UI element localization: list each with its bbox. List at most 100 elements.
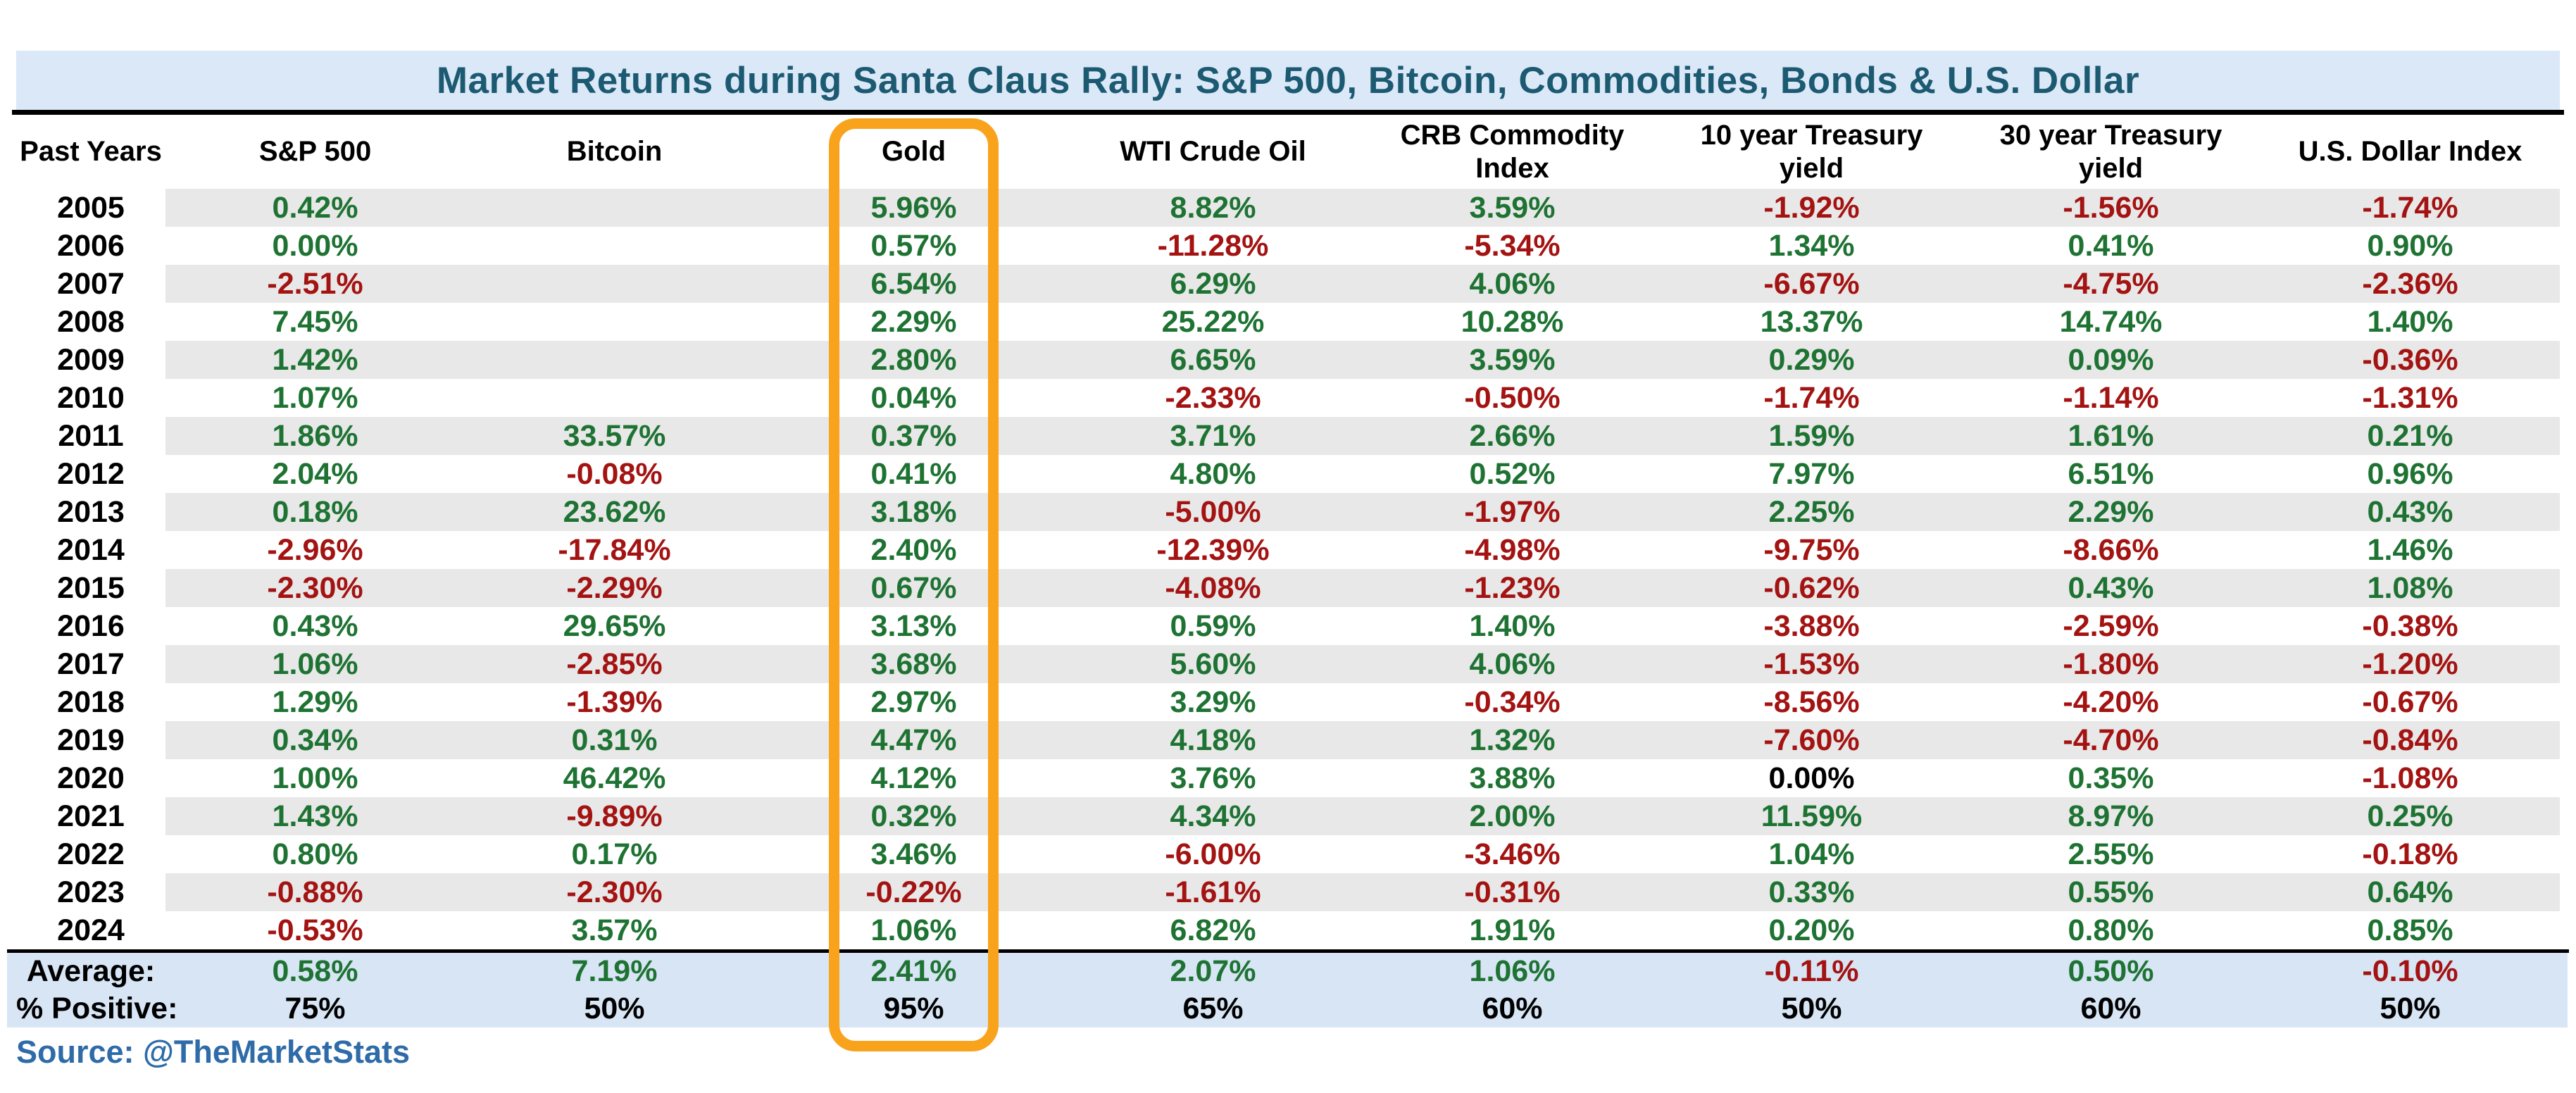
value-cell: 2.66%: [1363, 417, 1662, 455]
year-cell: 2020: [57, 761, 125, 795]
value-cell: 0.32%: [764, 797, 1063, 835]
value-cell: -0.88%: [165, 873, 465, 911]
average-value: 0.58%: [272, 954, 358, 988]
percent-positive-value: 50%: [584, 992, 645, 1025]
average-value: 7.19%: [571, 954, 658, 988]
value-cell: 1.61%: [1961, 417, 2261, 455]
value-cell: -2.96%: [267, 533, 363, 567]
value-cell: 33.57%: [465, 417, 764, 455]
value-cell: 0.67%: [764, 569, 1063, 607]
value-cell: -4.70%: [1961, 721, 2261, 759]
value-cell: 4.80%: [1170, 457, 1256, 491]
value-cell: -4.98%: [1464, 533, 1561, 567]
value-cell: 1.86%: [165, 417, 465, 455]
table-row-2008: 2008 7.45% 2.29% 25.22% 10.28% 13.37% 14.74% 1.…: [16, 303, 2560, 341]
value-cell: -1.39%: [566, 685, 663, 719]
value-cell: -1.74%: [1763, 381, 1860, 415]
value-cell: -1.14%: [2063, 381, 2159, 415]
value-cell: -1.74%: [2261, 189, 2560, 227]
value-cell: -0.08%: [566, 457, 663, 491]
value-cell: 4.06%: [1363, 645, 1662, 683]
value-cell: -1.08%: [2362, 761, 2458, 795]
value-cell: -2.51%: [165, 265, 465, 303]
year-cell: 2015: [57, 571, 125, 605]
value-cell: 0.33%: [1662, 873, 1961, 911]
value-cell: 0.43%: [2261, 493, 2560, 531]
value-cell: -0.22%: [764, 873, 1063, 911]
value-cell: -0.67%: [2362, 685, 2458, 719]
returns-table: Past Years S&P 500 Bitcoin Gold WTI Crude Oi…: [7, 115, 2569, 1028]
header-cell: 30 year Treasury yield: [1999, 119, 2222, 184]
value-cell: 0.34%: [165, 721, 465, 759]
value-cell: 1.43%: [165, 797, 465, 835]
value-cell: 0.59%: [1170, 609, 1256, 643]
value-cell: 23.62%: [465, 493, 764, 531]
value-cell: -0.31%: [1363, 873, 1662, 911]
year-cell: 2018: [57, 685, 125, 719]
value-cell: 2.97%: [870, 685, 957, 719]
value-cell: -0.18%: [2362, 837, 2458, 871]
value-cell: -2.29%: [465, 569, 764, 607]
year-cell: 2011: [58, 419, 124, 453]
header-cell: U.S. Dollar Index: [2298, 136, 2522, 167]
value-cell: -1.23%: [1363, 569, 1662, 607]
value-cell: -1.61%: [1063, 873, 1363, 911]
value-cell: 3.13%: [870, 609, 957, 643]
table-row-2016: 2016 0.43% 29.65% 3.13% 0.59% 1.40% -3.88% -2.5…: [16, 607, 2560, 645]
value-cell: 3.18%: [764, 493, 1063, 531]
value-cell: [465, 379, 764, 417]
value-cell: -17.84%: [558, 533, 671, 567]
value-cell: -4.75%: [1961, 265, 2261, 303]
value-cell: 13.37%: [1760, 305, 1863, 339]
value-cell: [465, 303, 764, 341]
value-cell: 0.85%: [2367, 913, 2453, 947]
table-row-2013: 2013 0.18% 23.62% 3.18% -5.00% -1.97% 2.25% 2.2…: [16, 493, 2560, 531]
value-cell: -1.97%: [1363, 493, 1662, 531]
value-cell: 0.00%: [272, 229, 358, 263]
value-cell: 0.43%: [1961, 569, 2261, 607]
year-cell: 2010: [57, 381, 125, 415]
value-cell: [465, 227, 764, 265]
value-cell: [465, 341, 764, 379]
value-cell: -4.08%: [1063, 569, 1363, 607]
table-row-2007: 2007 -2.51% 6.54% 6.29% 4.06% -6.67% -4.75% -2.…: [16, 265, 2560, 303]
average-value: 2.41%: [870, 954, 957, 988]
value-cell: 1.59%: [1662, 417, 1961, 455]
value-cell: 3.59%: [1363, 341, 1662, 379]
value-cell: 7.45%: [272, 305, 358, 339]
value-cell: -0.53%: [267, 913, 363, 947]
value-cell: -2.59%: [2063, 609, 2159, 643]
value-cell: -6.00%: [1165, 837, 1261, 871]
value-cell: 2.29%: [1961, 493, 2261, 531]
value-cell: 0.00%: [1768, 761, 1855, 795]
value-cell: 1.32%: [1363, 721, 1662, 759]
percent-positive-value: 95%: [883, 992, 944, 1025]
year-cell: 2019: [57, 723, 125, 757]
table-row-2009: 2009 1.42% 2.80% 6.65% 3.59% 0.29% 0.09% -0.36%: [16, 341, 2560, 379]
value-cell: 1.00%: [272, 761, 358, 795]
value-cell: -0.34%: [1464, 685, 1561, 719]
value-cell: 0.29%: [1662, 341, 1961, 379]
year-cell: 2021: [57, 799, 125, 833]
value-cell: 2.04%: [272, 457, 358, 491]
table-row-2006: 2006 0.00% 0.57% -11.28% -5.34% 1.34% 0.41% 0.9…: [16, 227, 2560, 265]
value-cell: 2.25%: [1662, 493, 1961, 531]
value-cell: 29.65%: [563, 609, 666, 643]
value-cell: -1.31%: [2362, 381, 2458, 415]
percent-positive-row: % Positive: 75% 50% 95% 65% 60% 50% 60% 50%: [16, 990, 2560, 1028]
value-cell: 14.74%: [2059, 305, 2163, 339]
value-cell: 0.35%: [2068, 761, 2154, 795]
value-cell: -5.34%: [1464, 229, 1561, 263]
value-cell: 1.29%: [272, 685, 358, 719]
value-cell: 0.17%: [571, 837, 658, 871]
average-value: -0.10%: [2362, 954, 2458, 988]
value-cell: 0.42%: [165, 189, 465, 227]
value-cell: 1.40%: [1469, 609, 1556, 643]
value-cell: 1.04%: [1768, 837, 1855, 871]
year-cell: 2005: [57, 191, 125, 225]
value-cell: -1.20%: [2261, 645, 2560, 683]
average-row: Average: 0.58% 7.19% 2.41% 2.07% 1.06% -0.11% 0…: [16, 953, 2560, 990]
value-cell: 0.52%: [1469, 457, 1556, 491]
table-row-2020: 2020 1.00% 46.42% 4.12% 3.76% 3.88% 0.00% 0.35%…: [16, 759, 2560, 797]
value-cell: 1.06%: [165, 645, 465, 683]
